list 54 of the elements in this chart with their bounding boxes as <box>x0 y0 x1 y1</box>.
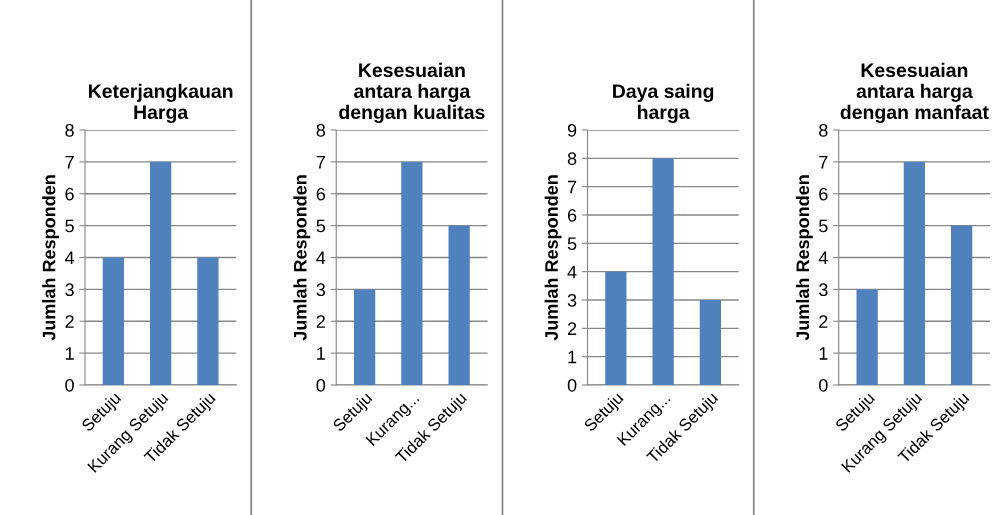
y-tick-label: 4 <box>567 265 577 279</box>
y-tick-label: 4 <box>64 251 75 265</box>
y-tick-label: 8 <box>819 123 828 137</box>
bar <box>401 161 423 385</box>
y-tick-label: 1 <box>819 347 828 360</box>
y-tick-label: 8 <box>567 152 577 166</box>
bar <box>951 225 973 385</box>
y-tick-label: 7 <box>567 180 577 194</box>
y-tick-label: 7 <box>316 156 325 169</box>
y-tick-label: 8 <box>316 123 326 137</box>
y-tick-label: 0 <box>819 378 828 392</box>
y-tick-label: 2 <box>316 315 325 328</box>
y-tick-label: 3 <box>316 283 326 297</box>
chart-title: Keterjangkauan Harga <box>88 83 233 124</box>
bar <box>903 161 926 385</box>
y-tick-label: 9 <box>567 123 577 137</box>
y-tick-label: 4 <box>818 251 828 265</box>
y-axis-title: Jumlah Responden <box>42 175 59 341</box>
y-tick-label: 0 <box>567 378 577 392</box>
y-tick-label: 1 <box>568 350 577 364</box>
bar <box>448 225 470 385</box>
y-axis-title: Jumlah Responden <box>293 175 311 341</box>
y-tick-label: 2 <box>65 315 74 328</box>
y-tick-label: 0 <box>316 378 326 392</box>
y-tick-label: 3 <box>818 283 828 297</box>
y-tick-label: 1 <box>317 347 325 360</box>
y-tick-label: 3 <box>567 293 577 307</box>
y-axis-title: Jumlah Responden <box>544 175 562 341</box>
bar <box>353 289 376 385</box>
y-tick-label: 5 <box>567 237 577 251</box>
y-tick-label: 1 <box>65 347 74 360</box>
y-tick-label: 6 <box>65 187 74 201</box>
y-tick-label: 4 <box>316 251 326 265</box>
chart-title: Kesesuaian antara harga dengan manfaat <box>840 62 989 124</box>
chart-title: Daya saing harga <box>613 83 714 124</box>
y-tick-label: 6 <box>316 187 326 201</box>
bar <box>699 300 722 385</box>
chart-title: Kesesuaian antara harga dengan kualitas <box>339 62 485 124</box>
y-tick-label: 8 <box>65 123 74 137</box>
y-tick-label: 2 <box>567 322 577 335</box>
y-tick-label: 0 <box>65 378 74 392</box>
y-tick-label: 5 <box>819 219 828 233</box>
y-tick-label: 6 <box>819 187 828 201</box>
y-tick-label: 7 <box>65 156 74 169</box>
y-tick-label: 5 <box>316 219 326 233</box>
bar <box>605 271 627 385</box>
y-axis-title: Jumlah Responden <box>795 175 813 341</box>
y-tick-label: 6 <box>567 208 577 222</box>
y-tick-label: 2 <box>819 315 828 328</box>
y-tick-label: 3 <box>65 283 74 297</box>
y-tick-label: 7 <box>819 156 828 169</box>
bar <box>652 158 674 385</box>
bar <box>856 289 878 385</box>
y-tick-label: 5 <box>65 219 74 233</box>
